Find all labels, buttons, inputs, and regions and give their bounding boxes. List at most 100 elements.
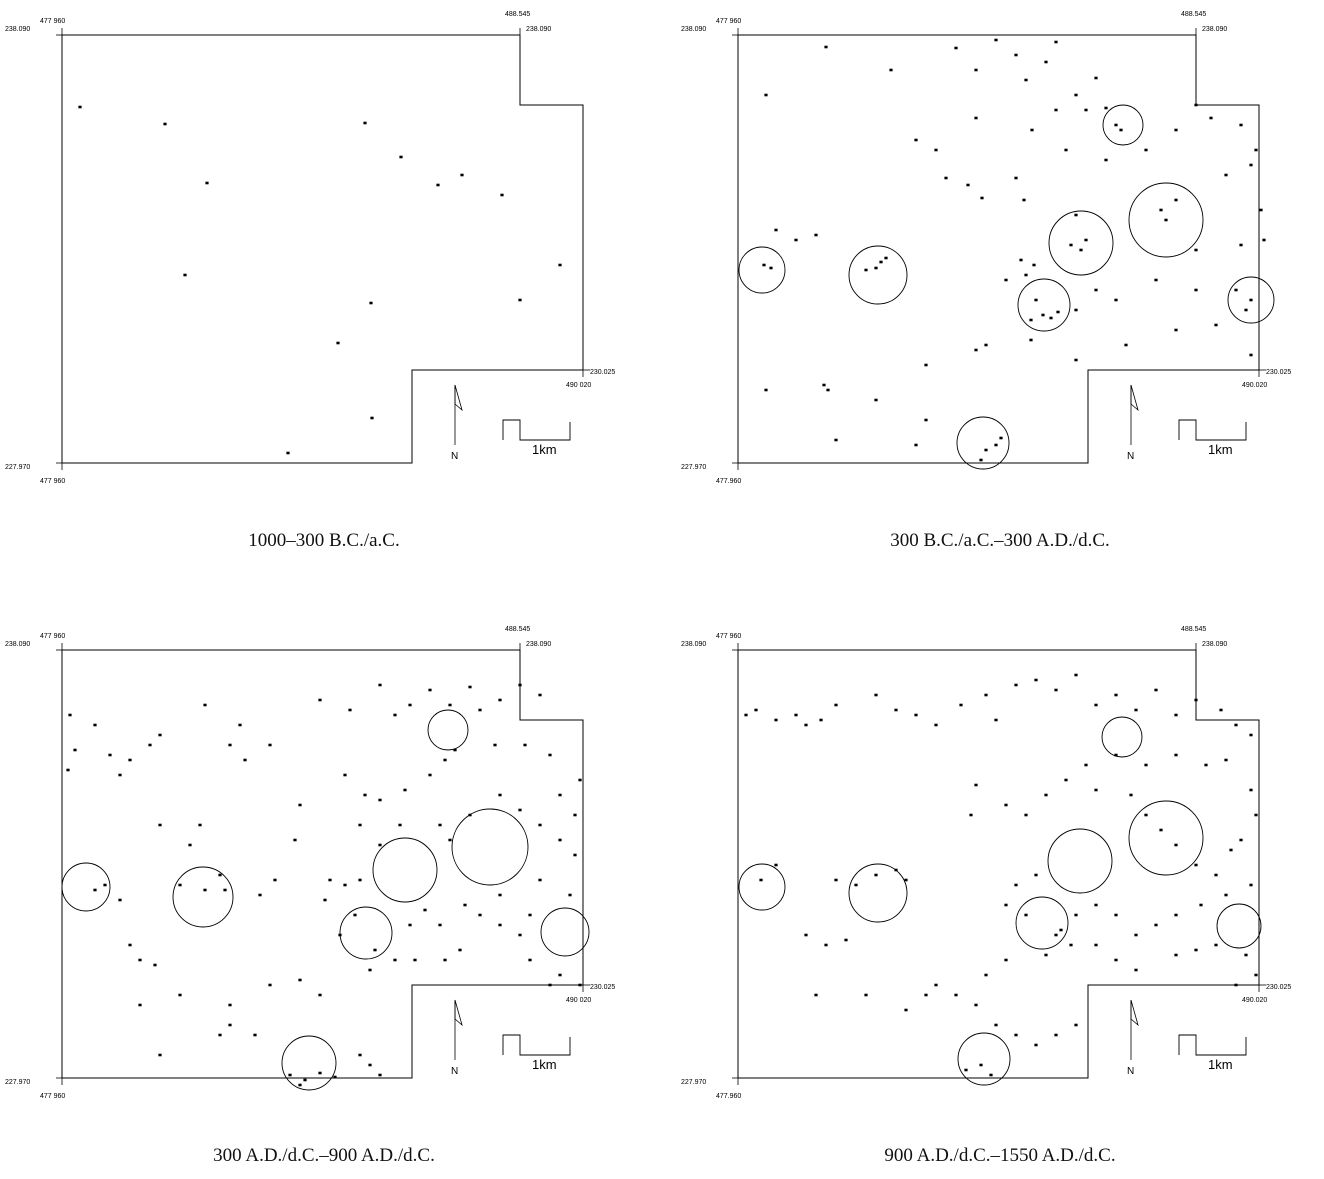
site-mark [794,713,798,717]
site-mark [1074,308,1078,312]
site-mark [348,708,352,712]
site-mark [1239,243,1243,247]
site-mark [1144,148,1148,152]
site-mark [1244,308,1248,312]
site-mark [323,898,327,902]
site-mark [904,1008,908,1012]
site-mark [954,46,958,50]
scale-bar-icon [1178,419,1247,441]
site-mark [1054,108,1058,112]
site-mark [1174,753,1178,757]
site-mark [393,713,397,717]
site-map-2: 477 960 238.090 488.545 238.090 227.970 477.9… [681,11,1291,485]
site-cluster-circle [1128,182,1204,258]
site-mark [448,703,452,707]
site-mark [1114,753,1118,757]
site-mark [1074,1023,1078,1027]
north-arrow-label: N [451,1066,458,1077]
site-mark [1044,793,1048,797]
site-mark [318,698,322,702]
site-mark [1094,788,1098,792]
site-mark [1074,213,1078,217]
site-mark [974,116,978,120]
site-mark [934,723,938,727]
north-arrow-icon [1130,384,1139,412]
site-mark [78,105,82,109]
site-mark [1074,358,1078,362]
site-mark [924,363,928,367]
site-mark [1094,943,1098,947]
site-mark [1054,40,1058,44]
south-northing-label: 227.970 [5,464,30,471]
site-mark [228,1003,232,1007]
site-mark [1124,343,1128,347]
site-mark [764,93,768,97]
site-mark [573,853,577,857]
site-mark [1134,968,1138,972]
site-mark [924,418,928,422]
site-mark [1014,53,1018,57]
site-mark [1174,198,1178,202]
site-mark [1249,353,1253,357]
east-northing-label: 230.025 [590,984,615,991]
site-mark [944,176,948,180]
site-mark [448,838,452,842]
site-mark [443,958,447,962]
north-northing-label: 238.090 [5,641,30,648]
site-mark [774,863,778,867]
site-mark [764,388,768,392]
site-mark [228,743,232,747]
site-mark [338,933,342,937]
site-mark [1074,913,1078,917]
site-mark [423,908,427,912]
site-mark [298,803,302,807]
site-mark [966,183,970,187]
site-mark [822,383,826,387]
site-mark [1014,176,1018,180]
site-mark [303,1078,307,1082]
site-mark [1262,238,1266,242]
site-mark [874,398,878,402]
site-mark [353,913,357,917]
west-easting-label: 477 960 [40,1093,65,1100]
site-mark [864,268,868,272]
site-mark [463,903,467,907]
site-cluster-circle [848,863,908,923]
site-mark [1029,338,1033,342]
study-area-boundary [737,649,1260,1079]
site-mark [66,768,70,772]
site-mark [964,1068,968,1072]
scale-bar-label: 1km [532,1057,557,1072]
site-mark [548,983,552,987]
site-mark [819,718,823,722]
site-mark [68,713,72,717]
site-cluster-circle [957,1032,1011,1086]
site-mark [498,793,502,797]
site-mark [468,813,472,817]
site-mark [1174,128,1178,132]
site-mark [403,788,407,792]
west-easting-label: 477.960 [716,478,741,485]
site-mark [523,743,527,747]
site-mark [399,155,403,159]
site-mark [158,733,162,737]
site-mark [1029,318,1033,322]
site-mark [558,793,562,797]
site-mark [118,898,122,902]
site-mark [1254,973,1258,977]
site-mark [1004,903,1008,907]
site-mark [128,758,132,762]
site-cluster-circle [451,808,529,886]
site-mark [794,238,798,242]
site-mark [1194,103,1198,107]
period-caption-1: 1000–300 B.C./a.C. [248,530,400,551]
site-mark [1154,278,1158,282]
site-mark [368,1063,372,1067]
site-map-1: 477 960 238.090 488.545 238.090 227.970 477 9… [5,11,615,485]
site-mark [578,778,582,782]
site-mark [478,913,482,917]
site-cluster-circle [1048,210,1114,276]
site-mark [1084,763,1088,767]
site-mark [999,436,1003,440]
site-mark [1194,248,1198,252]
